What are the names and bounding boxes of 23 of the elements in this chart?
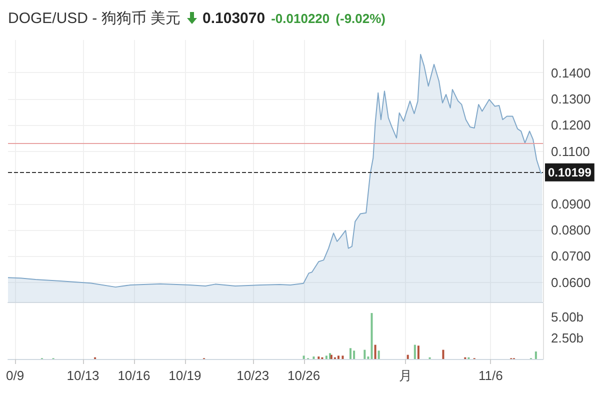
y-tick-label: 0.1400 (551, 65, 591, 80)
y-tick-label: 5.00b (551, 310, 584, 325)
x-tick-label: 10/23 (236, 368, 270, 383)
y-tick-label: 0.0900 (551, 196, 591, 212)
text: 0.103070 (202, 10, 266, 26)
y-tick-label: 0.0600 (551, 274, 591, 290)
x-tick-label: 0/9 (6, 368, 24, 383)
text: (-9.02%) (336, 10, 386, 26)
y-tick-label: 0.0800 (551, 222, 591, 238)
y-tick-label: 0.1200 (551, 118, 591, 133)
x-tick-label: 10/13 (66, 368, 100, 383)
x-tick-label: 10/16 (118, 368, 150, 383)
x-tick-label: 月 (399, 368, 412, 383)
x-tick-label: 10/26 (288, 368, 320, 383)
y-tick-label: 0.1300 (551, 91, 591, 106)
y-tick-label: 0.1100 (551, 144, 590, 159)
y-tick-label: 2.50b (551, 330, 584, 346)
chart-title: DOGE/USD - 狗狗币 美元 (8, 8, 181, 28)
y-tick-label: 0.0700 (551, 248, 591, 264)
text: -0.010220 (271, 10, 330, 26)
x-tick-label: 11/6 (478, 368, 503, 383)
x-tick-label: 10/19 (168, 368, 202, 383)
ref-line-label: 0.10199 (548, 165, 592, 180)
